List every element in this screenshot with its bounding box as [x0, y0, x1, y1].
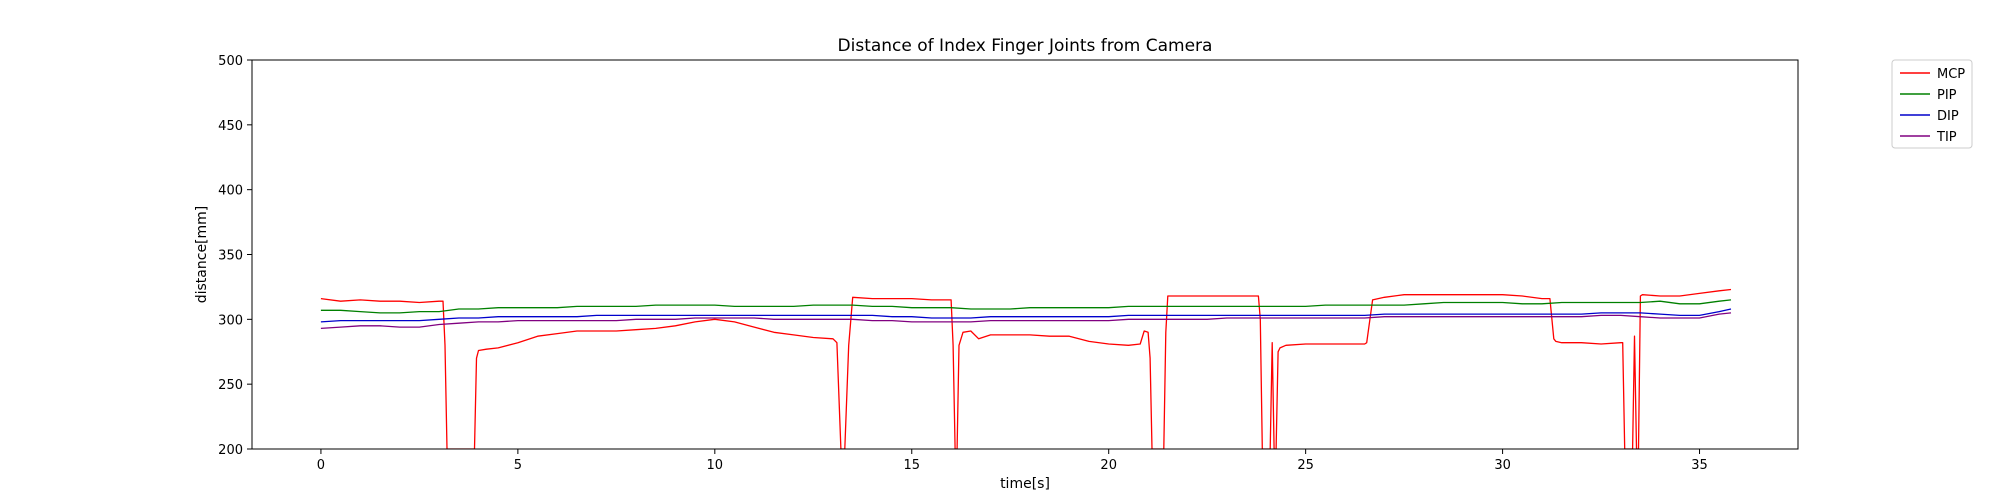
y-tick-label: 400 — [218, 184, 243, 199]
x-tick-label: 20 — [1100, 458, 1117, 473]
x-tick-label: 0 — [317, 458, 325, 473]
legend-label-dip: DIP — [1937, 109, 1959, 124]
y-axis-label: distance[mm] — [194, 206, 210, 304]
plot-frame — [251, 59, 1799, 450]
y-tick-label: 500 — [218, 54, 243, 69]
x-tick-label: 15 — [903, 458, 920, 473]
series-layer — [320, 288, 1732, 449]
y-tick-label: 350 — [218, 249, 243, 264]
chart-title: Distance of Index Finger Joints from Cam… — [838, 36, 1213, 56]
legend: MCP PIP DIP TIP — [1891, 59, 1973, 149]
legend-label-mcp: MCP — [1937, 67, 1965, 82]
x-tick-label: 30 — [1494, 458, 1511, 473]
x-tick-label: 25 — [1297, 458, 1314, 473]
series-line-mcp — [320, 288, 1732, 449]
x-axis: 0 5 10 15 20 25 30 35 — [317, 449, 1708, 473]
y-axis: 200 250 300 350 400 450 500 — [218, 54, 252, 458]
y-tick-label: 300 — [218, 313, 243, 328]
x-axis-label: time[s] — [1000, 476, 1050, 492]
y-tick-label: 250 — [218, 378, 243, 393]
legend-label-tip: TIP — [1936, 130, 1957, 145]
x-tick-label: 35 — [1691, 458, 1708, 473]
x-tick-label: 5 — [514, 458, 522, 473]
series-line-pip — [320, 299, 1732, 314]
legend-label-pip: PIP — [1937, 88, 1957, 103]
plot-area — [251, 59, 1799, 450]
y-tick-label: 200 — [218, 443, 243, 458]
series-line-dip — [320, 308, 1732, 323]
x-tick-label: 10 — [707, 458, 724, 473]
y-tick-label: 450 — [218, 119, 243, 134]
legend-box — [1891, 59, 1973, 149]
series-line-tip — [320, 312, 1732, 330]
